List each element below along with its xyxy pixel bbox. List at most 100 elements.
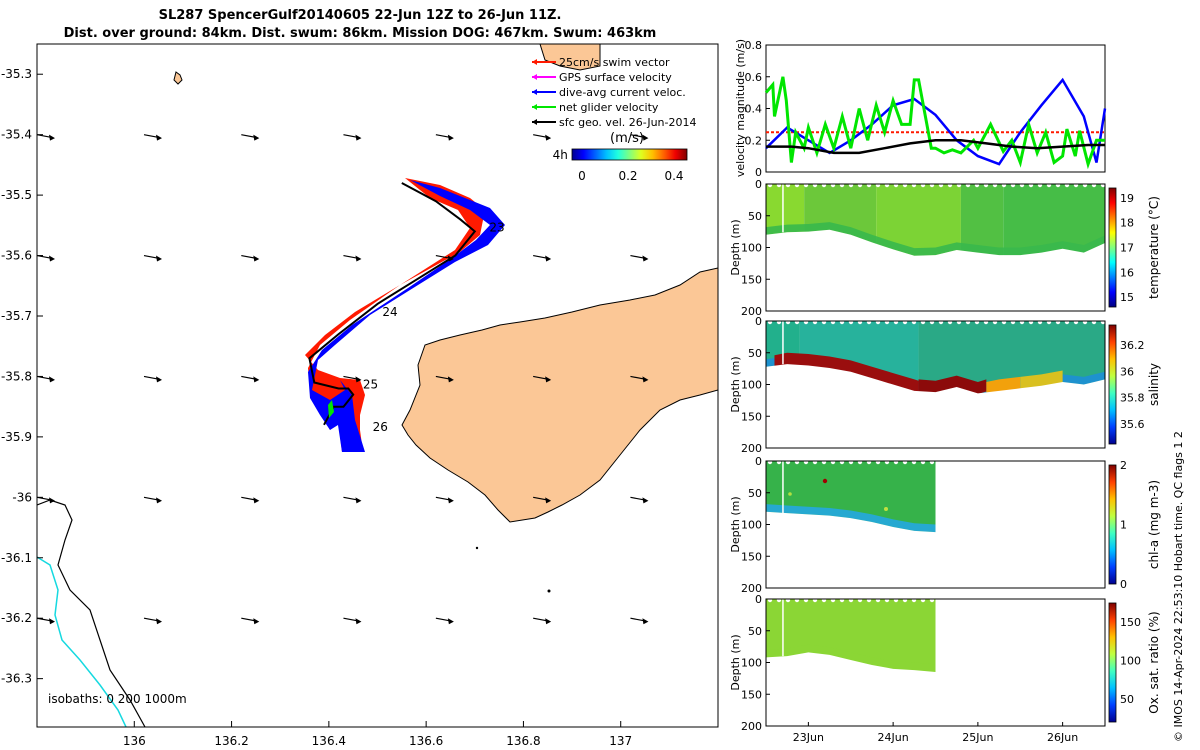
surface-scallop [965, 182, 971, 188]
date-tick-label: 26Jun [1047, 731, 1078, 744]
section-colorbar [1108, 187, 1117, 308]
islet-dot [547, 589, 551, 593]
surface-scallop [902, 182, 908, 188]
surface-scallop [1082, 182, 1088, 188]
surface-scallop [875, 319, 881, 325]
surface-scallop [1091, 182, 1097, 188]
surface-scallop [848, 182, 854, 188]
surface-scallop [992, 182, 998, 188]
section-colorbar-tick: 17 [1120, 242, 1134, 255]
surface-scallop [866, 597, 872, 603]
surface-scallop [1037, 319, 1043, 325]
isobath-1000m [37, 556, 127, 727]
section-colorbar-tick: 36 [1120, 365, 1134, 378]
map-y-tick-label: -36 [12, 490, 32, 504]
surface-scallop [1028, 182, 1034, 188]
surface-scallop [884, 319, 890, 325]
surface-scallop [1073, 182, 1079, 188]
section-y-tick-label: 100 [741, 519, 762, 532]
surface-scallop [920, 597, 926, 603]
surface-scallop [893, 182, 899, 188]
sfc-velocity-arrowhead [447, 376, 454, 383]
surface-scallop [830, 597, 836, 603]
section-y-tick-label: 200 [741, 442, 762, 455]
surface-scallop [767, 597, 773, 603]
section-colorbar-tick: 1 [1120, 519, 1127, 532]
chl-point [884, 507, 888, 511]
surface-scallop [821, 459, 827, 465]
legend-label: sfc geo. vel. 26-Jun-2014 [559, 116, 696, 129]
surface-scallop [839, 459, 845, 465]
surface-scallop [794, 459, 800, 465]
surface-scallop [1010, 182, 1016, 188]
surface-scallop [785, 597, 791, 603]
sfc-velocity-arrowhead [447, 618, 454, 625]
section-colorbar-label: salinity [1147, 363, 1161, 406]
surface-scallop [857, 597, 863, 603]
surface-scallop [839, 597, 845, 603]
sfc-velocity-arrowhead [545, 376, 552, 383]
sfc-velocity-arrowhead [642, 618, 649, 625]
map-y-tick-label: -35.6 [1, 249, 32, 263]
salinity-high-layer [774, 352, 919, 393]
legend-label: 25cm/s swim vector [559, 56, 670, 69]
map-y-tick-label: -35.4 [1, 128, 32, 142]
velocity-y-tick-label: 0.2 [745, 134, 763, 147]
surface-scallop [983, 182, 989, 188]
sfc-velocity-arrowhead [545, 618, 552, 625]
section-colorbar-tick: 36.2 [1120, 339, 1145, 352]
surface-scallop [830, 319, 836, 325]
peninsula-land [539, 44, 601, 71]
section-y-tick-label: 200 [741, 582, 762, 595]
map-x-tick-label: 136.4 [312, 734, 346, 748]
surface-scallop [965, 319, 971, 325]
imos-credit: © IMOS 14-Apr-2024 22:53:10 Hobart time.… [1172, 431, 1185, 742]
section-colorbar-tick: 35.8 [1120, 392, 1145, 405]
sfc-velocity-arrowhead [253, 134, 260, 141]
sfc-velocity-arrowhead [447, 497, 454, 504]
sfc-velocity-arrowhead [642, 134, 649, 141]
surface-scallop [1010, 319, 1016, 325]
below-bottom-mask [766, 364, 1105, 448]
surface-scallop [776, 459, 782, 465]
section-y-label: Depth (m) [729, 634, 742, 690]
surface-scallop [812, 597, 818, 603]
map-y-tick-label: -36.2 [1, 611, 32, 625]
surface-scallop [920, 459, 926, 465]
sfc-velocity-arrowhead [642, 497, 649, 504]
surface-scallop [1073, 319, 1079, 325]
map-colorbar-tick: 0.4 [664, 169, 683, 183]
surface-scallop [875, 182, 881, 188]
section-y-tick-label: 50 [748, 625, 762, 638]
surface-scallop [956, 319, 962, 325]
section-y-tick-label: 100 [741, 242, 762, 255]
section-y-tick-label: 150 [741, 410, 762, 423]
surface-scallop [776, 597, 782, 603]
surface-scallop [776, 319, 782, 325]
surface-scallop [803, 597, 809, 603]
surface-scallop [821, 182, 827, 188]
surface-scallop [848, 597, 854, 603]
sfc-velocity-arrowhead [545, 134, 552, 141]
surface-scallop [875, 597, 881, 603]
sfc-velocity-arrowhead [355, 255, 362, 262]
surface-scallop [1082, 319, 1088, 325]
map-y-tick-label: -35.3 [1, 67, 32, 81]
surface-scallop [1037, 182, 1043, 188]
surface-scallop [974, 319, 980, 325]
surface-scallop [902, 319, 908, 325]
legend-arrowhead [532, 89, 537, 95]
kangaroo-island-land [401, 267, 718, 523]
sfc-velocity-arrowhead [447, 255, 454, 262]
legend-label: GPS surface velocity [559, 71, 672, 84]
velocity-y-tick-label: 0.8 [745, 39, 763, 52]
surface-scallop [1046, 182, 1052, 188]
track-day-label: 23 [489, 220, 504, 234]
surface-scallop [812, 459, 818, 465]
surface-scallop [803, 319, 809, 325]
surface-scallop [794, 319, 800, 325]
surface-scallop [785, 182, 791, 188]
velocity-y-label: velocity magnitude (m/s) [734, 39, 747, 177]
surface-scallop [1001, 319, 1007, 325]
